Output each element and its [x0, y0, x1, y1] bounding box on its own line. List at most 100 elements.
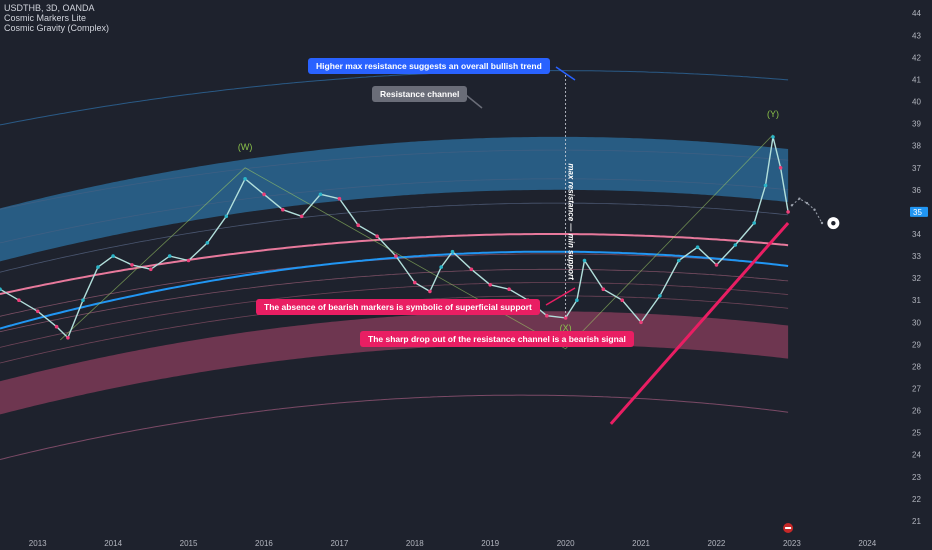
price-point	[428, 289, 432, 294]
price-point	[356, 223, 361, 227]
gravity-curve	[0, 268, 789, 333]
wave-label: (W)	[238, 142, 253, 152]
callout-pointer	[465, 94, 483, 109]
price-point	[545, 313, 549, 318]
pin-icon-hole	[831, 220, 836, 226]
price-line	[0, 136, 789, 339]
x-tick-label: 2018	[406, 539, 424, 548]
price-point	[54, 324, 59, 329]
price-point	[639, 320, 643, 325]
price-point	[763, 183, 768, 188]
price-point	[243, 177, 247, 181]
price-point	[66, 335, 70, 340]
price-point	[733, 243, 738, 247]
callout-bearish-markers: The absence of bearish markers is symbol…	[256, 299, 540, 315]
price-point	[149, 267, 153, 272]
price-point	[130, 263, 134, 267]
y-tick-label: 22	[912, 495, 921, 504]
y-tick-label: 28	[912, 362, 921, 371]
wave-label: (X)	[560, 323, 572, 333]
x-tick-label: 2014	[104, 539, 122, 548]
y-tick-label: 44	[912, 9, 921, 18]
y-tick-label: 32	[912, 274, 921, 283]
price-point	[469, 267, 474, 272]
y-tick-label: 31	[912, 296, 921, 305]
wave-lines	[60, 134, 774, 350]
projection-line	[791, 198, 823, 224]
y-tick-label: 34	[912, 230, 921, 239]
price-point	[778, 166, 783, 170]
price-point	[394, 254, 398, 258]
price-axis: 21 22 23 24 25 26 27 28 29 30 31 32 33 34 35 36 37 38 39 40…	[912, 9, 921, 526]
y-tick-label: 27	[912, 385, 921, 394]
callout-resistance-channel: Resistance channel	[372, 86, 468, 102]
y-tick-label: 25	[912, 429, 921, 438]
price-point	[450, 249, 455, 254]
price-point	[582, 258, 587, 263]
price-point	[337, 196, 342, 201]
price-point	[167, 254, 172, 258]
price-point	[620, 298, 624, 303]
y-tick-label: 33	[912, 252, 921, 261]
price-badge-text: 35	[913, 208, 922, 217]
y-tick-label: 38	[912, 142, 921, 151]
x-tick-label: 2016	[255, 539, 273, 548]
price-point	[601, 287, 606, 292]
x-tick-label: 2023	[783, 539, 801, 548]
price-point	[507, 287, 511, 292]
x-tick-label: 2022	[708, 539, 726, 548]
price-point	[224, 214, 229, 219]
x-tick-label: 2017	[330, 539, 348, 548]
x-tick-label: 2015	[180, 539, 198, 548]
price-point	[111, 254, 115, 258]
y-tick-label: 36	[912, 186, 921, 195]
price-point	[714, 263, 719, 267]
callout-sharp-drop: The sharp drop out of the resistance cha…	[360, 331, 634, 347]
projection-point	[790, 204, 794, 207]
price-point	[0, 287, 2, 291]
price-badge	[910, 206, 928, 217]
callout-pointer	[545, 287, 576, 306]
price-point	[563, 316, 568, 320]
gravity-curve	[0, 253, 789, 317]
gravity-curve	[0, 149, 789, 210]
y-tick-label: 37	[912, 164, 921, 173]
symbol-title: USDTHB, 3D, OANDA	[4, 3, 95, 13]
resistance-band	[0, 136, 789, 262]
price-point	[299, 214, 304, 219]
projection-point	[820, 221, 824, 225]
price-point	[81, 298, 85, 303]
x-tick-label: 2020	[557, 539, 575, 548]
y-tick-label: 42	[912, 53, 921, 62]
price-point	[318, 192, 323, 197]
y-tick-label: 43	[912, 31, 921, 40]
event-flag-bar	[785, 527, 792, 529]
wave-label: (Y)	[767, 109, 779, 119]
x-tick-label: 2019	[481, 539, 499, 548]
price-point	[786, 210, 790, 214]
y-tick-label: 26	[912, 407, 921, 416]
y-tick-label: 41	[912, 75, 921, 84]
callout-pointer	[555, 66, 576, 81]
price-point	[575, 298, 579, 303]
projection-point	[798, 197, 801, 200]
indicator-gravity-label[interactable]: Cosmic Gravity (Complex)	[4, 23, 110, 33]
price-point	[17, 298, 21, 303]
price-point	[375, 234, 379, 238]
y-tick-label: 23	[912, 473, 921, 482]
price-point	[413, 280, 417, 285]
indicator-markers-label[interactable]: Cosmic Markers Lite	[4, 13, 87, 23]
pink-gravity-curve	[0, 233, 789, 295]
y-tick-label: 30	[912, 318, 921, 327]
min-support-curve	[0, 394, 789, 460]
callout-max-resistance: Higher max resistance suggests an overal…	[308, 58, 550, 74]
max-resistance-curve	[0, 70, 789, 126]
x-tick-label: 2013	[29, 539, 47, 548]
price-point	[35, 309, 40, 314]
price-point	[281, 207, 285, 212]
gravity-curve	[0, 282, 789, 348]
gravity-curve	[0, 202, 789, 273]
price-point	[677, 258, 681, 263]
